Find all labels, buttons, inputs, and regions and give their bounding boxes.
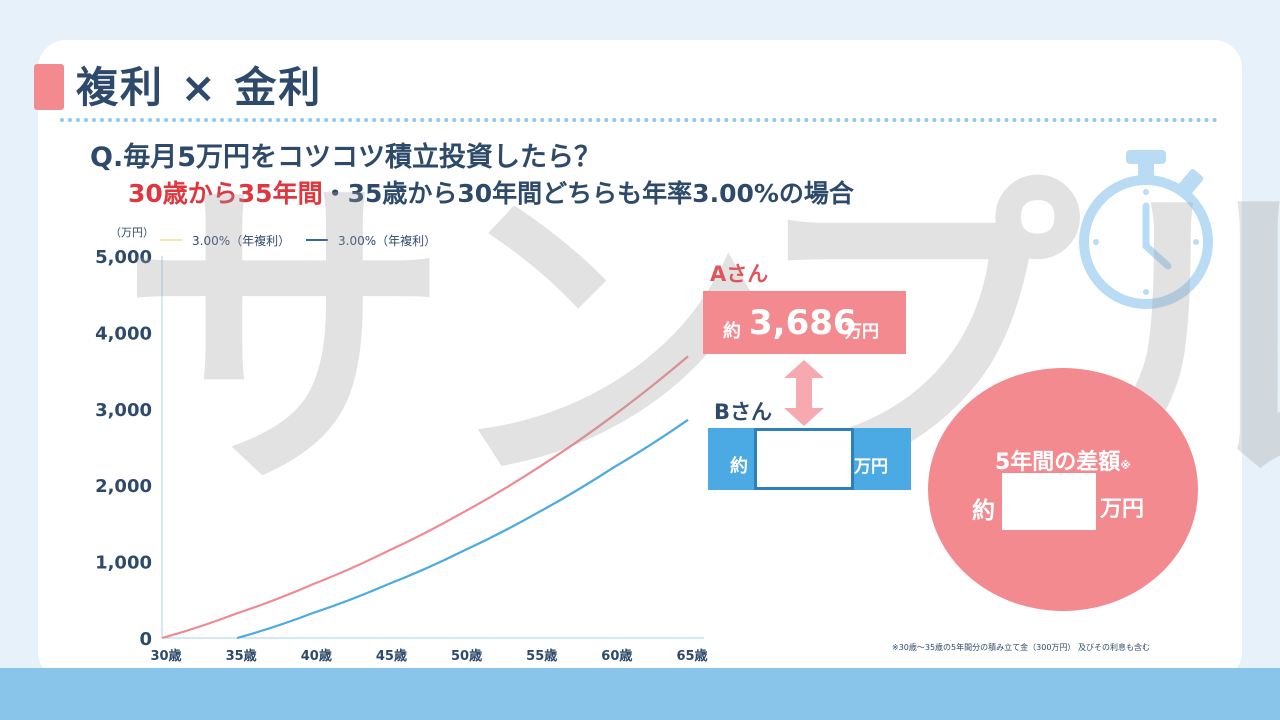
difference-prefix: 約: [972, 498, 995, 524]
person-b-prefix: 約: [730, 456, 748, 477]
difference-title-text: 5年間の差額: [994, 450, 1121, 475]
chart-legend: 3.00%（年複利） 3.00%（年複利）: [160, 233, 436, 248]
x-tick-label: 60歳: [601, 648, 632, 664]
y-tick-label: 5,000: [95, 247, 152, 268]
series-line-1: [161, 355, 689, 640]
chart-series: [161, 355, 689, 640]
y-tick-label: 3,000: [95, 400, 152, 421]
question-rest: ・35歳から30年間どちらも年率3.00%の場合: [322, 179, 854, 208]
footnote: ※30歳～35歳の5年間分の積み立て金（300万円） 及びその利息も含む: [892, 643, 1150, 652]
person-a-value: 3,686: [749, 303, 857, 343]
x-tick-label: 50歳: [451, 648, 482, 664]
x-tick-label: 45歳: [376, 648, 407, 664]
title-marker: [34, 64, 64, 110]
page-title: 複利 × 金利: [76, 63, 323, 112]
x-tick-label: 30歳: [150, 648, 181, 664]
y-axis-unit: （万円）: [110, 226, 154, 239]
x-tick-label: 55歳: [526, 648, 557, 664]
difference-note-mark: ※: [1120, 459, 1131, 472]
x-tick-label: 65歳: [676, 648, 707, 664]
question-highlight: 30歳から35年間: [128, 179, 323, 208]
person-b-suffix: 万円: [854, 457, 888, 477]
y-tick-label: 1,000: [95, 553, 152, 574]
chart-ticks: （万円） 0 1,000 2,000 3,000 4,000 5,000 30歳 35歳 40歳 4…: [95, 226, 707, 664]
legend-label-2: 3.00%（年複利）: [338, 233, 436, 248]
person-a-prefix: 約: [723, 321, 741, 342]
title-divider: [60, 118, 1218, 122]
difference-title: 5年間の差額※: [928, 444, 1198, 476]
person-b-amount-box: 約 万円: [708, 428, 911, 490]
bottom-band: [0, 668, 1280, 720]
person-a-suffix: 万円: [845, 322, 879, 342]
person-a-amount-box: 約 3,686 万円: [703, 291, 906, 354]
difference-blank: [1002, 473, 1096, 530]
legend-label-1: 3.00%（年複利）: [192, 233, 290, 248]
person-a-label: Aさん: [710, 262, 769, 286]
y-tick-label: 2,000: [95, 476, 152, 497]
person-b-label: Bさん: [714, 400, 773, 424]
person-b-blank: [754, 428, 854, 490]
stopwatch-icon: [1079, 150, 1213, 309]
double-arrow-icon: [784, 360, 824, 426]
y-tick-label: 4,000: [95, 323, 152, 344]
x-tick-label: 35歳: [226, 648, 257, 664]
chart-axes: [161, 256, 704, 639]
x-tick-label: 40歳: [301, 648, 332, 664]
series-line-2: [236, 418, 689, 640]
difference-circle: 5年間の差額※ 約 万円: [928, 368, 1198, 611]
difference-suffix: 万円: [1100, 497, 1145, 522]
y-tick-label: 0: [139, 629, 152, 650]
question-text: Q.毎月5万円をコツコツ積立投資したら？: [90, 142, 601, 173]
question-subtext: 30歳から35年間・35歳から30年間どちらも年率3.00%の場合: [128, 176, 854, 212]
